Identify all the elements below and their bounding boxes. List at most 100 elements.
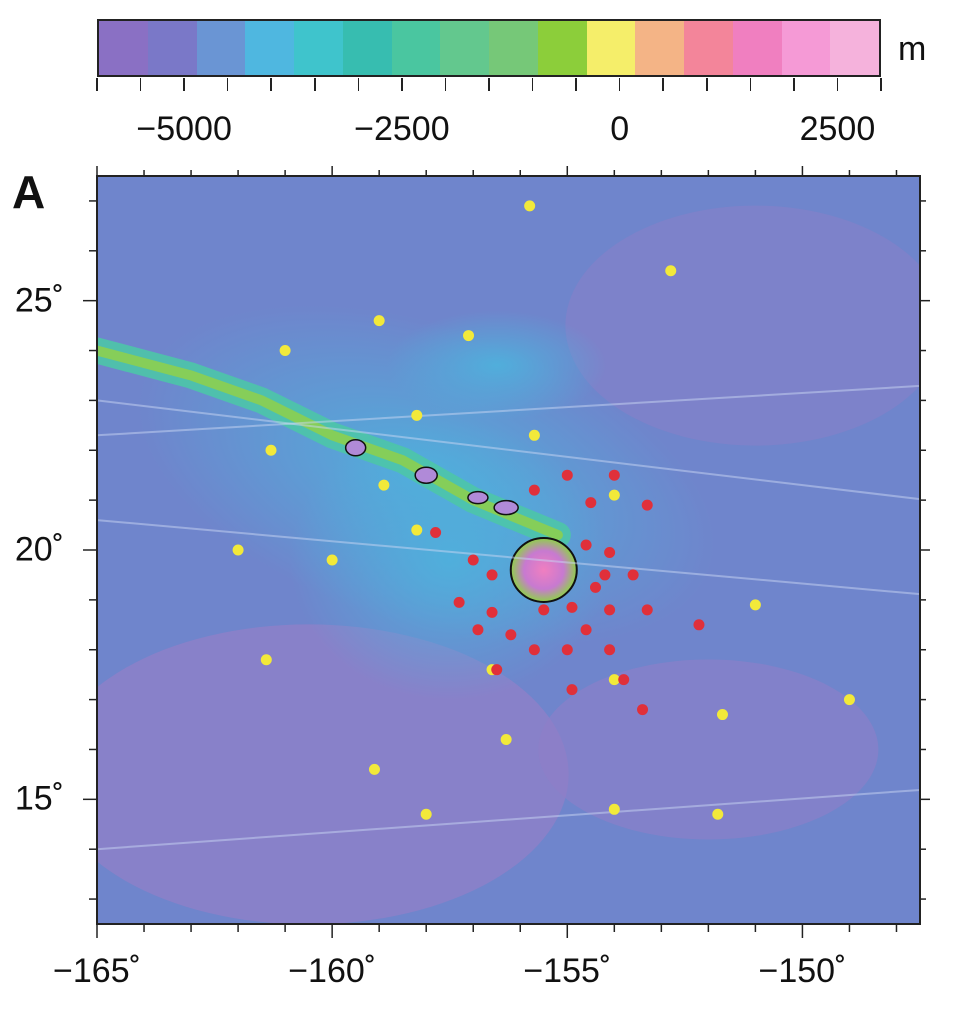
red-station-marker bbox=[637, 704, 649, 716]
deep-basin bbox=[565, 205, 920, 446]
colorbar-tick-label: −5000 bbox=[136, 110, 232, 148]
yellow-station-marker bbox=[500, 733, 512, 745]
fracture-zone bbox=[97, 384, 920, 437]
colorbar-swatch bbox=[342, 21, 392, 75]
red-station-marker bbox=[604, 546, 616, 558]
red-station-marker bbox=[486, 569, 498, 581]
colorbar-swatch bbox=[440, 21, 489, 75]
red-station-marker bbox=[505, 629, 517, 641]
island bbox=[493, 499, 519, 516]
colorbar-swatch bbox=[732, 21, 782, 75]
colorbar-swatch bbox=[196, 21, 246, 75]
red-station-marker bbox=[453, 596, 465, 608]
colorbar-tick bbox=[880, 78, 882, 91]
yellow-station-marker bbox=[378, 479, 390, 491]
longitude-label: −165˚ bbox=[53, 952, 141, 990]
colorbar-swatch bbox=[537, 21, 587, 75]
red-station-marker bbox=[528, 644, 540, 656]
yellow-station-marker bbox=[368, 763, 380, 775]
colorbar-swatch bbox=[99, 21, 148, 75]
colorbar-tick bbox=[793, 78, 795, 91]
red-station-marker bbox=[627, 569, 639, 581]
yellow-station-marker bbox=[420, 808, 432, 820]
fracture-zone bbox=[97, 788, 920, 851]
yellow-station-marker bbox=[608, 803, 620, 815]
yellow-station-marker bbox=[843, 694, 855, 706]
colorbar-unit: m bbox=[898, 30, 927, 68]
yellow-station-marker bbox=[716, 709, 728, 721]
yellow-station-marker bbox=[232, 544, 244, 556]
colorbar-tick-label: 0 bbox=[610, 110, 630, 148]
colorbar-tick bbox=[662, 78, 664, 91]
red-station-marker bbox=[580, 624, 592, 636]
red-station-marker bbox=[693, 619, 705, 631]
colorbar-swatch bbox=[147, 21, 197, 75]
deep-basin bbox=[538, 659, 879, 840]
red-station-marker bbox=[472, 624, 484, 636]
red-station-marker bbox=[599, 569, 611, 581]
colorbar-tick bbox=[488, 78, 490, 91]
colorbar-tick bbox=[96, 78, 98, 91]
latitude-label: 25˚ bbox=[14, 281, 64, 320]
colorbar-swatch bbox=[781, 21, 831, 75]
longitude-label: −150˚ bbox=[758, 952, 847, 990]
yellow-station-marker bbox=[749, 599, 761, 611]
colorbar-swatch bbox=[684, 21, 733, 75]
yellow-station-marker bbox=[712, 808, 724, 820]
red-station-marker bbox=[491, 664, 503, 676]
colorbar-swatch bbox=[489, 21, 538, 75]
fracture-zone bbox=[97, 519, 920, 596]
island bbox=[344, 439, 367, 457]
colorbar-swatch bbox=[245, 21, 294, 75]
yellow-station-marker bbox=[373, 315, 385, 327]
red-station-marker bbox=[585, 497, 597, 509]
longitude-label: −155˚ bbox=[523, 952, 612, 990]
yellow-station-marker bbox=[260, 654, 272, 666]
colorbar-tick bbox=[183, 78, 185, 91]
latitude-label: 15˚ bbox=[14, 779, 64, 818]
colorbar-tick bbox=[575, 78, 577, 91]
yellow-station-marker bbox=[411, 409, 423, 421]
colorbar-tick bbox=[706, 78, 708, 91]
colorbar-swatch bbox=[635, 21, 684, 75]
colorbar-swatch bbox=[391, 21, 441, 75]
colorbar-tick bbox=[749, 78, 752, 91]
colorbar-tick bbox=[836, 78, 839, 91]
red-station-marker bbox=[590, 581, 602, 593]
fracture-zone bbox=[97, 399, 920, 501]
latitude-label: 20˚ bbox=[14, 530, 64, 569]
colorbar-tick bbox=[401, 78, 403, 91]
colorbar-tick bbox=[357, 78, 360, 91]
colorbar bbox=[97, 19, 881, 77]
red-station-marker bbox=[580, 539, 592, 551]
colorbar-tick-label: −2500 bbox=[354, 110, 450, 148]
red-station-marker bbox=[561, 644, 573, 656]
red-station-marker bbox=[467, 554, 479, 566]
red-station-marker bbox=[618, 674, 630, 686]
island bbox=[414, 466, 438, 484]
colorbar-tick bbox=[226, 78, 229, 91]
red-station-marker bbox=[608, 469, 620, 481]
red-station-marker bbox=[528, 484, 540, 496]
red-station-marker bbox=[604, 644, 616, 656]
longitude-label: −160˚ bbox=[288, 952, 377, 990]
yellow-station-marker bbox=[265, 444, 277, 456]
red-station-marker bbox=[641, 499, 653, 511]
red-station-marker bbox=[641, 604, 653, 616]
colorbar-tick bbox=[314, 78, 316, 91]
red-station-marker bbox=[604, 604, 616, 616]
colorbar-tick bbox=[531, 78, 534, 91]
yellow-station-marker bbox=[608, 674, 620, 686]
red-station-marker bbox=[430, 527, 442, 539]
yellow-station-marker bbox=[279, 345, 291, 357]
colorbar-tick-label: 2500 bbox=[799, 110, 876, 148]
yellow-station-marker bbox=[528, 429, 540, 441]
yellow-station-marker bbox=[326, 554, 338, 566]
colorbar-swatch bbox=[830, 21, 879, 75]
yellow-station-marker bbox=[608, 489, 620, 501]
shallow-swell bbox=[386, 310, 607, 421]
island bbox=[467, 490, 489, 505]
yellow-station-marker bbox=[463, 330, 475, 342]
yellow-station-marker bbox=[411, 524, 423, 536]
